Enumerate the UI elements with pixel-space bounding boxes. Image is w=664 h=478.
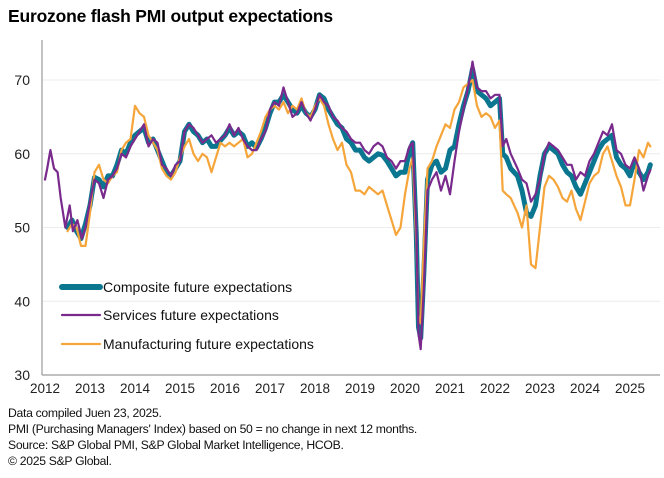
x-tick-label: 2012 — [30, 381, 60, 396]
note-copyright: © 2025 S&P Global. — [8, 454, 112, 468]
y-tick-label: 70 — [14, 72, 30, 88]
chart-title: Eurozone flash PMI output expectations — [8, 6, 333, 26]
y-tick-label: 60 — [14, 146, 30, 162]
series-line-manufacturing — [66, 78, 652, 325]
x-tick-label: 2017 — [255, 381, 285, 396]
note-pmi-definition: PMI (Purchasing Managers' Index) based o… — [8, 422, 418, 436]
gridlines — [43, 79, 660, 302]
series-lines — [43, 60, 653, 351]
x-tick-label: 2019 — [345, 381, 375, 396]
x-tick-label: 2021 — [435, 381, 465, 396]
x-tick-label: 2016 — [210, 381, 240, 396]
x-axis-ticks: 2012 2013 2014 2015 2016 2017 2018 2019 2020 2021… — [30, 381, 645, 396]
x-tick-label: 2024 — [570, 381, 601, 396]
x-tick-label: 2020 — [390, 381, 420, 396]
y-tick-label: 40 — [14, 293, 30, 309]
series-line-services — [43, 60, 652, 351]
x-tick-label: 2025 — [615, 381, 645, 396]
legend: Composite future expectations Services fu… — [59, 279, 314, 352]
x-tick-label: 2022 — [480, 381, 510, 396]
x-tick-label: 2014 — [120, 381, 151, 396]
x-tick-label: 2023 — [525, 381, 555, 396]
y-axis-ticks: 30 40 50 60 70 — [14, 72, 30, 383]
legend-label-composite: Composite future expectations — [103, 279, 292, 295]
x-tick-label: 2013 — [75, 381, 105, 396]
y-tick-label: 50 — [14, 220, 30, 236]
y-tick-label: 30 — [14, 367, 30, 383]
legend-label-manufacturing: Manufacturing future expectations — [103, 336, 314, 352]
x-tick-label: 2015 — [165, 381, 195, 396]
x-tick-label: 2018 — [300, 381, 330, 396]
legend-label-services: Services future expectations — [103, 307, 279, 323]
note-source: Source: S&P Global PMI, S&P Global Marke… — [8, 438, 344, 452]
note-data-compiled: Data compiled Juen 23, 2025. — [8, 406, 162, 420]
series-line-composite — [65, 66, 653, 341]
chart-notes: Data compiled Juen 23, 2025. PMI (Purcha… — [8, 405, 417, 469]
